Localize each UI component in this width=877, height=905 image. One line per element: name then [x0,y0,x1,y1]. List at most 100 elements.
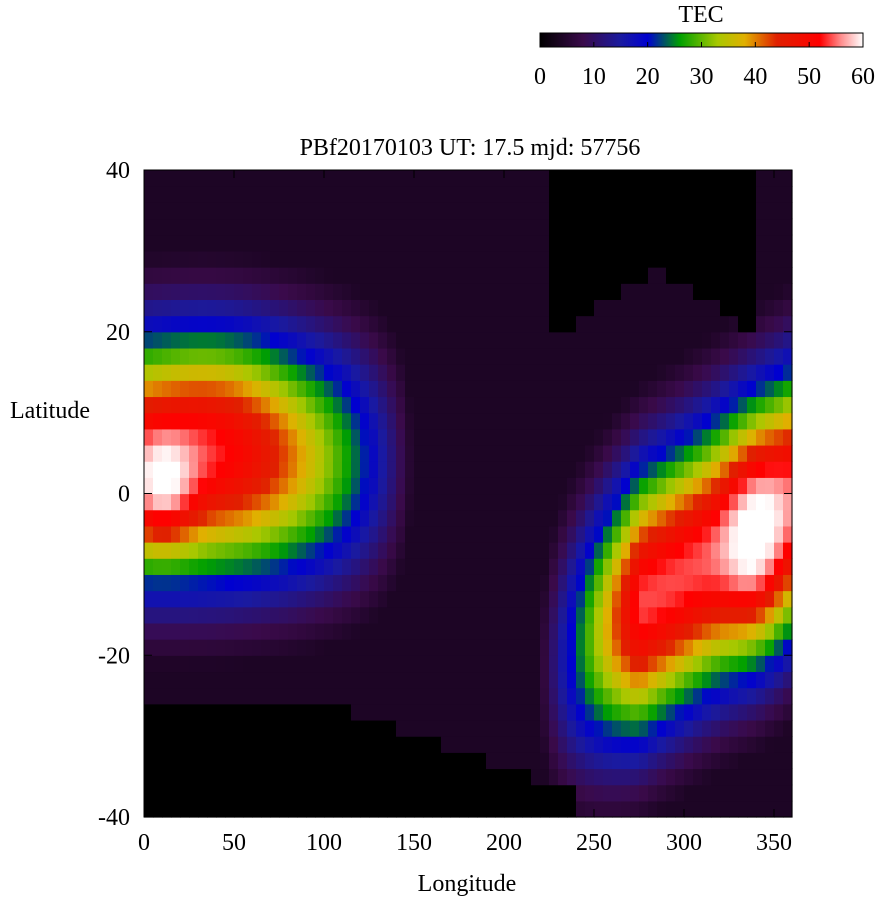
heatmap-cell [693,590,703,608]
heatmap-cell [702,477,712,495]
heatmap-cell [765,412,775,430]
heatmap-cell [342,590,352,608]
heatmap-cell [738,283,748,300]
heatmap-cell [630,234,640,252]
heatmap-cell [504,412,514,430]
heatmap-cell [495,250,505,268]
heatmap-cell [441,671,451,689]
heatmap-cell [630,671,640,689]
heatmap-cell [513,250,523,268]
heatmap-cell [261,267,271,284]
heatmap-cell [387,202,397,220]
heatmap-cell [720,606,730,624]
heatmap-cell [432,218,442,236]
heatmap-cell [756,768,766,786]
heatmap-cell [306,283,316,300]
heatmap-cell [216,477,226,495]
heatmap-cell [468,347,478,365]
heatmap-cell [720,525,730,543]
heatmap-cell [657,186,667,203]
heatmap-cell [378,800,388,818]
heatmap-cell [729,574,739,592]
heatmap-cell [342,671,352,689]
heatmap-cell [513,752,523,770]
heatmap-cell [783,542,793,559]
heatmap-cell [720,267,730,284]
heatmap-cell [441,703,451,721]
heatmap-cell [243,542,253,559]
heatmap-cell [657,800,667,818]
heatmap-cell [162,671,172,689]
heatmap-cell [270,639,280,656]
heatmap-cell [450,542,460,559]
heatmap-cell [414,347,424,365]
heatmap-cell [585,170,595,187]
heatmap-cell [288,558,298,575]
heatmap-cell [324,170,334,187]
heatmap-cell [657,719,667,737]
heatmap-cell [297,331,307,349]
heatmap-cell [207,461,217,478]
heatmap-cell [486,768,496,786]
heatmap-cell [423,428,433,446]
heatmap-cell [648,461,658,478]
heatmap-cell [729,347,739,365]
heatmap-cell [459,218,469,236]
heatmap-cell [639,558,649,575]
heatmap-cell [315,218,325,236]
heatmap-cell [405,719,415,737]
heatmap-cell [144,509,154,527]
heatmap-cell [360,315,370,333]
heatmap-cell [405,736,415,753]
heatmap-cell [261,396,271,414]
heatmap-cell [666,736,676,753]
heatmap-cell [432,170,442,187]
heatmap-cell [621,234,631,252]
heatmap-cell [729,218,739,236]
heatmap-cell [225,428,235,446]
heatmap-cell [657,250,667,268]
heatmap-cell [513,218,523,236]
heatmap-cell [468,428,478,446]
heatmap-cell [432,509,442,527]
heatmap-cell [765,218,775,236]
heatmap-cell [351,736,361,753]
heatmap-cell [720,428,730,446]
heatmap-cell [270,250,280,268]
heatmap-cell [369,639,379,656]
heatmap-cell [297,542,307,559]
heatmap-cell [585,428,595,446]
heatmap-cell [369,800,379,818]
heatmap-cell [603,768,613,786]
heatmap-cell [153,525,163,543]
heatmap-cell [387,525,397,543]
heatmap-cells [144,170,793,818]
heatmap-cell [666,687,676,705]
heatmap-cell [468,687,478,705]
heatmap-cell [774,250,784,268]
heatmap-cell [252,428,262,446]
heatmap-cell [531,380,541,398]
heatmap-cell [405,768,415,786]
heatmap-cell [180,639,190,656]
heatmap-cell [279,461,289,478]
heatmap-cell [747,671,757,689]
heatmap-cell [756,800,766,818]
heatmap-cell [531,800,541,818]
heatmap-cell [171,736,181,753]
heatmap-cell [171,428,181,446]
heatmap-cell [684,396,694,414]
heatmap-cell [180,461,190,478]
heatmap-cell [171,639,181,656]
heatmap-cell [360,250,370,268]
heatmap-cell [234,299,244,317]
heatmap-cell [774,428,784,446]
heatmap-cell [342,267,352,284]
heatmap-cell [738,574,748,592]
heatmap-cell [270,736,280,753]
heatmap-cell [216,703,226,721]
heatmap-cell [180,364,190,381]
heatmap-cell [261,444,271,462]
heatmap-cell [783,509,793,527]
heatmap-cell [612,622,622,640]
